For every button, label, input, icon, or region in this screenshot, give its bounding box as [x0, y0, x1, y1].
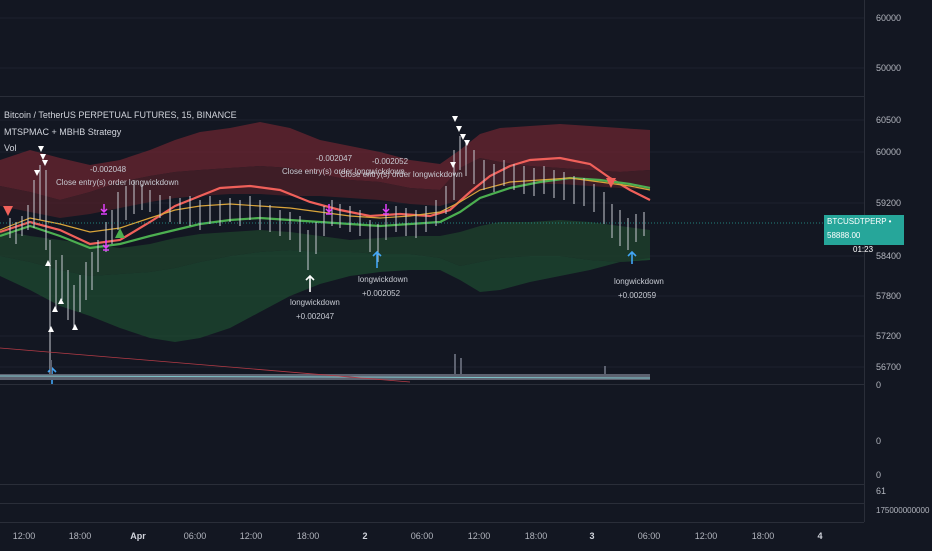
buy-triangle-icon — [115, 228, 125, 238]
volume-title[interactable]: Vol — [4, 143, 17, 153]
signal-value: +0.002052 — [362, 289, 401, 298]
extra-axis-label: 175000000000 — [876, 506, 930, 515]
symbol-title[interactable]: Bitcoin / TetherUS PERPETUAL FUTURES, 15… — [4, 110, 237, 120]
price-badge-value: 58888.00 — [827, 231, 861, 240]
time-axis-label: 18:00 — [296, 531, 320, 541]
lower-band — [0, 220, 650, 276]
price-axis[interactable] — [864, 0, 932, 522]
price-axis-label: 60500 — [876, 115, 902, 125]
trade-annotation-value: -0.002052 — [372, 157, 409, 166]
volume-ma-line — [0, 375, 651, 379]
price-axis-label: 50000 — [876, 63, 902, 73]
price-badge-symbol: BTCUSDTPERP — [827, 217, 887, 226]
time-axis-label: 18:00 — [751, 531, 775, 541]
time-axis-label: 06:00 — [410, 531, 434, 541]
price-axis-label: 59200 — [876, 198, 902, 208]
signal-label: longwickdown — [358, 275, 408, 284]
trade-annotation-text: Close entry(s) order longwickdown — [56, 178, 179, 187]
time-axis-label: 06:00 — [637, 531, 661, 541]
chart-canvas[interactable] — [0, 0, 864, 522]
time-axis-label: 12:00 — [239, 531, 263, 541]
price-axis-label: 58400 — [876, 251, 902, 261]
trade-annotation-text: Close entry(s) order longwickdown — [282, 167, 405, 176]
time-axis-label: Apr — [130, 531, 146, 541]
upper-band — [0, 122, 650, 200]
time-axis-label: 18:00 — [524, 531, 548, 541]
time-axis-label: 12:00 — [467, 531, 491, 541]
signal-value: +0.002059 — [618, 291, 657, 300]
price-axis-label: 57800 — [876, 291, 902, 301]
pane-separator-osc[interactable] — [0, 484, 932, 485]
osc-axis-label: 0 — [876, 380, 882, 390]
time-axis-label: 2 — [362, 531, 368, 541]
strategy-title[interactable]: MTSPMAC + MBHB Strategy — [4, 127, 122, 137]
trade-annotation-text: Close entry(s) order longwickdown — [340, 170, 463, 179]
time-axis-label: 12:00 — [12, 531, 36, 541]
pattern-marker-icons — [34, 116, 470, 332]
trade-annotation-value: -0.002047 — [316, 154, 353, 163]
time-axis[interactable] — [0, 522, 864, 551]
osc-axis-label: 0 — [876, 470, 882, 480]
time-axis-label: 12:00 — [694, 531, 718, 541]
candlesticks — [9, 136, 645, 380]
signal-arrow-icons — [47, 250, 637, 384]
price-badge-countdown: 01:23 — [853, 245, 874, 254]
extra-axis-label: 61 — [876, 486, 887, 496]
pane-separator-top[interactable] — [0, 96, 932, 97]
signal-label: longwickdown — [290, 298, 340, 307]
yellow-ma-line — [0, 177, 651, 233]
sell-triangle-icon — [3, 206, 13, 216]
time-axis-label: 3 — [589, 531, 595, 541]
time-axis-label: 4 — [817, 531, 823, 541]
signal-value: +0.002047 — [296, 312, 335, 321]
time-axis-label: 18:00 — [68, 531, 92, 541]
price-axis-label: 56700 — [876, 362, 902, 372]
close-entry-marker-icons — [100, 204, 390, 251]
price-axis-label: 60000 — [876, 13, 902, 23]
trend-line — [0, 347, 411, 383]
upper-band-inner — [0, 158, 650, 218]
sell-triangle-icon — [606, 178, 616, 188]
lower-band-outer — [0, 250, 650, 342]
signal-label: longwickdown — [614, 277, 664, 286]
time-axis-label: 06:00 — [183, 531, 207, 541]
pane-separator-extra[interactable] — [0, 503, 932, 504]
green-ma-line — [0, 176, 651, 250]
pane-separator-main[interactable] — [0, 384, 932, 385]
price-axis-label: 60000 — [876, 147, 902, 157]
current-price-badge: BTCUSDTPERP • 58888.00 01:23 — [824, 215, 904, 254]
red-ma-line — [0, 156, 651, 246]
osc-axis-label: 0 — [876, 436, 882, 446]
price-axis-label: 57200 — [876, 331, 902, 341]
trade-annotation-value: -0.002048 — [90, 165, 127, 174]
